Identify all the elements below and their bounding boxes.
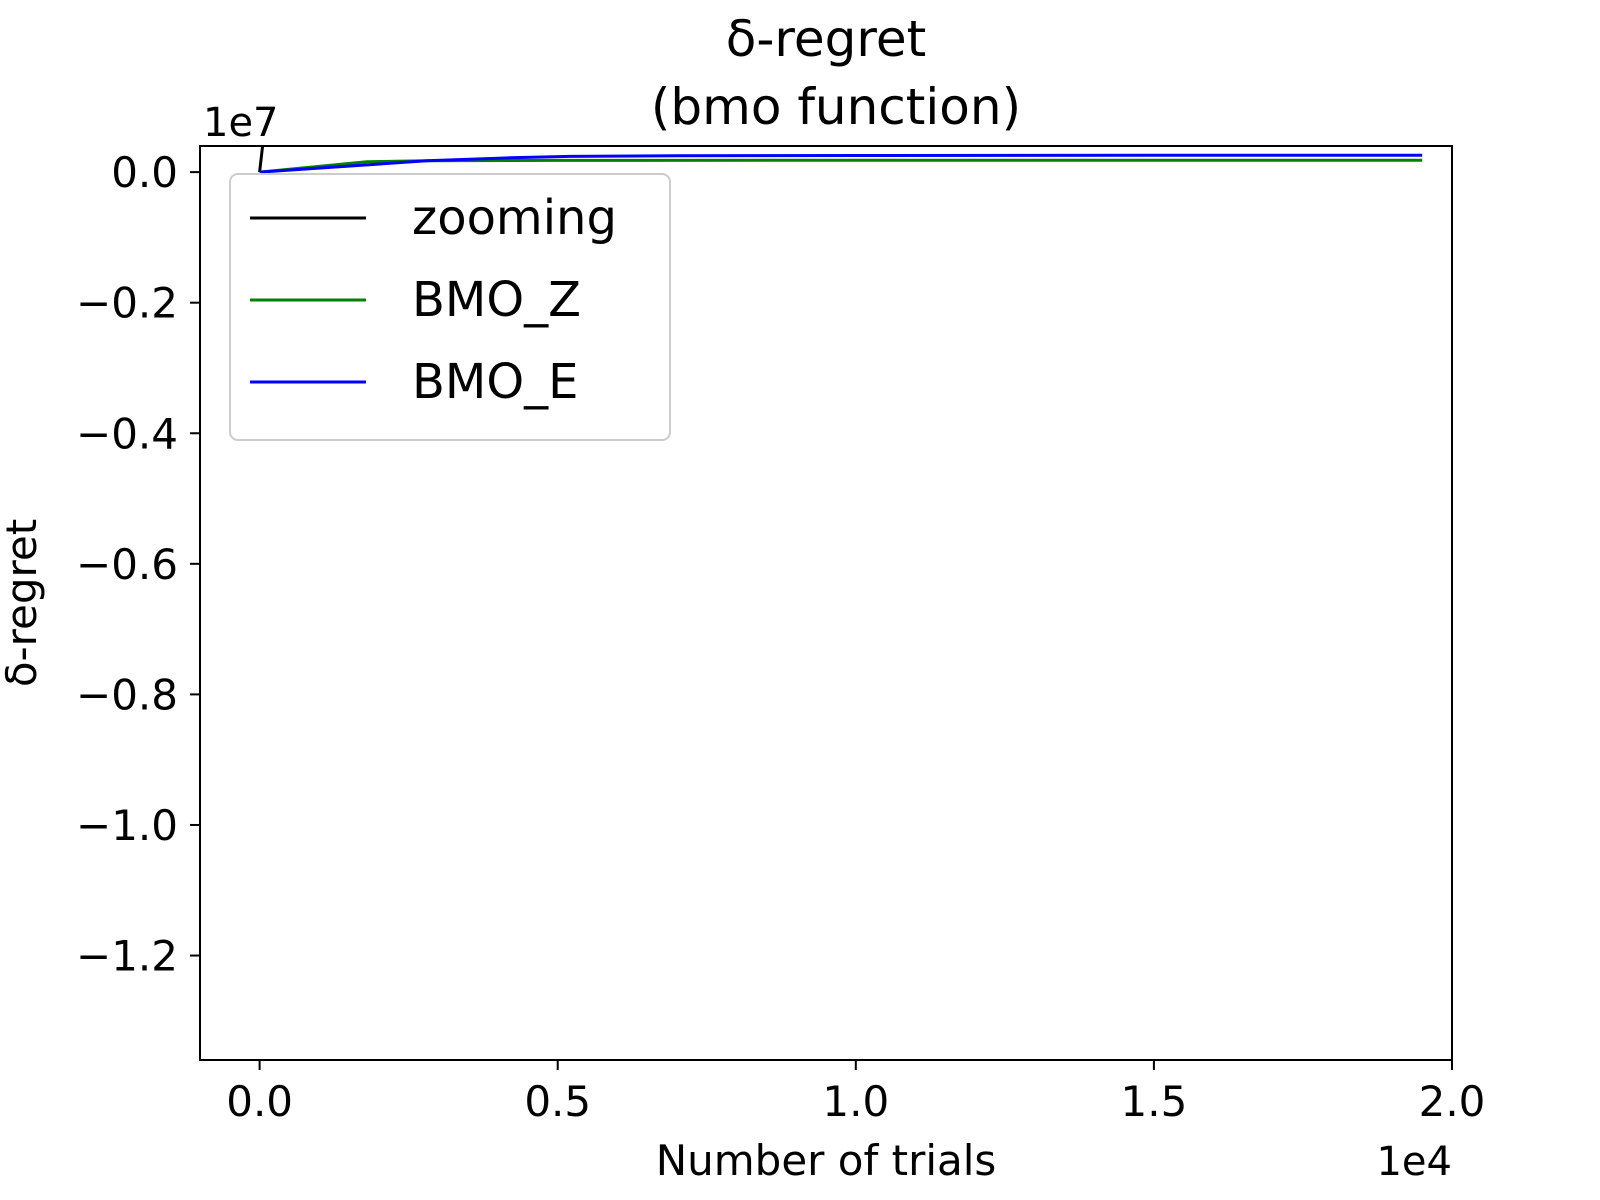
legend-label: BMO_Z bbox=[412, 272, 581, 328]
y-tick-label: −1.0 bbox=[76, 801, 178, 850]
y-axis: 0.0 −0.2 −0.4 −0.6 −0.8 −1.0 −1.2 bbox=[76, 148, 200, 981]
x-scale-label: 1e4 bbox=[1376, 1139, 1452, 1185]
chart-subtitle: (bmo function) bbox=[651, 78, 1021, 136]
legend-label: zooming bbox=[412, 190, 617, 246]
series-lines bbox=[258, 146, 1423, 174]
y-tick-label: −0.8 bbox=[76, 670, 178, 719]
series-line-bmo-z bbox=[259, 158, 1423, 174]
x-axis: 0.0 0.5 1.0 1.5 2.0 bbox=[226, 1060, 1485, 1126]
x-tick-label: 2.0 bbox=[1419, 1077, 1486, 1126]
x-tick-label: 0.0 bbox=[226, 1077, 293, 1126]
legend-label: BMO_E bbox=[412, 354, 578, 410]
legend-box bbox=[229, 173, 671, 441]
x-axis-label: Number of trials bbox=[656, 1136, 997, 1185]
y-tick-label: −0.2 bbox=[76, 279, 178, 328]
y-scale-label: 1e7 bbox=[203, 100, 279, 146]
x-tick-label: 1.0 bbox=[822, 1077, 889, 1126]
y-axis-label: δ-regret bbox=[0, 519, 46, 687]
plot-frame bbox=[199, 145, 1453, 1061]
chart-title: δ-regret bbox=[726, 10, 926, 68]
legend: zooming BMO_Z BMO_E bbox=[229, 173, 671, 441]
x-tick-label: 0.5 bbox=[524, 1077, 591, 1126]
y-tick-label: 0.0 bbox=[111, 148, 178, 197]
y-tick-label: −1.2 bbox=[76, 932, 178, 981]
y-tick-label: −0.4 bbox=[76, 409, 178, 458]
x-tick-label: 1.5 bbox=[1121, 1077, 1188, 1126]
series-line-zooming bbox=[258, 146, 265, 173]
y-tick-label: −0.6 bbox=[76, 540, 178, 589]
series-line-bmo-e bbox=[259, 153, 1423, 174]
legend-entries: zooming BMO_Z BMO_E bbox=[250, 190, 617, 410]
